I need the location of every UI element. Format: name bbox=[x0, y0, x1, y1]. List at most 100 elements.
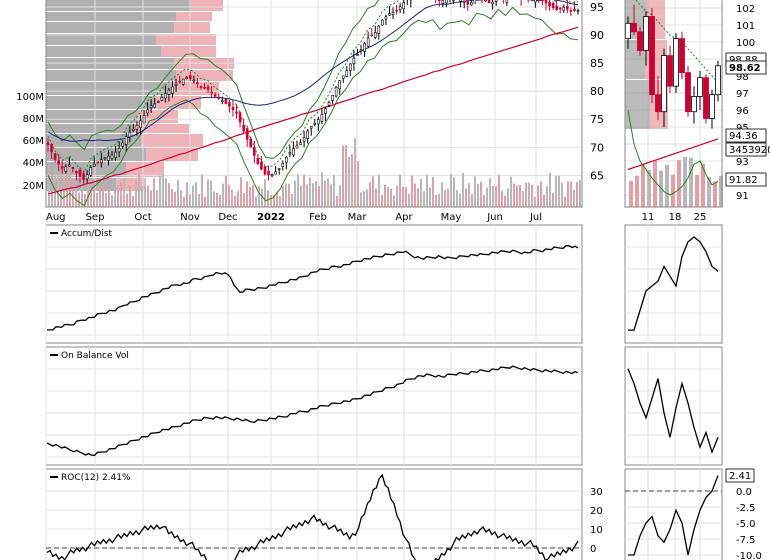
candle-body bbox=[238, 112, 242, 123]
candle-body bbox=[295, 144, 299, 149]
candle-body bbox=[57, 160, 60, 165]
volume-bar bbox=[492, 185, 494, 207]
y-tick-label: 70 bbox=[590, 141, 604, 154]
volume-bar bbox=[234, 195, 236, 207]
candle-body bbox=[64, 166, 68, 172]
candle-body bbox=[103, 157, 107, 160]
volume-bar bbox=[63, 169, 65, 207]
candle-body bbox=[437, 0, 441, 2]
bollinger-lower-line bbox=[47, 6, 579, 207]
candle-body bbox=[309, 125, 313, 129]
x-tick-label: Apr bbox=[395, 212, 413, 223]
volume-bar bbox=[546, 186, 548, 207]
volume-bar bbox=[60, 162, 62, 207]
volume-bar bbox=[567, 181, 569, 207]
volume-bar bbox=[516, 185, 518, 207]
volume-bar bbox=[641, 164, 645, 207]
zoom-y-tick-label: 100 bbox=[736, 38, 755, 49]
roc-zoom-y-tick-label: -2.5 bbox=[736, 503, 756, 514]
volume-by-price-bar bbox=[625, 80, 650, 129]
zoom-y-tick-label: 95 bbox=[736, 123, 749, 134]
volume-bar bbox=[360, 192, 362, 207]
x-tick-label: Sep bbox=[86, 212, 105, 223]
volume-bar bbox=[390, 188, 392, 207]
volume-bar bbox=[174, 191, 176, 207]
volume-bar bbox=[671, 174, 675, 207]
sma50-line bbox=[47, 0, 579, 142]
volume-bar bbox=[579, 179, 581, 207]
candle-body bbox=[551, 2, 555, 9]
volume-bar bbox=[432, 176, 434, 207]
candle-body bbox=[459, 0, 462, 2]
volume-by-price-bar bbox=[126, 162, 164, 177]
candle-body bbox=[85, 174, 89, 180]
candle-body bbox=[649, 16, 655, 96]
x-tick-label: Mar bbox=[348, 212, 368, 223]
candle-body bbox=[217, 96, 221, 99]
parabolic-sar-line bbox=[635, 0, 719, 84]
candle-body bbox=[263, 166, 267, 175]
candle-body bbox=[128, 131, 132, 138]
candle-body bbox=[402, 2, 406, 9]
volume-bar bbox=[90, 186, 92, 207]
candle-body bbox=[274, 171, 277, 175]
volume-bar bbox=[393, 195, 395, 207]
sma200-line bbox=[47, 26, 579, 195]
zoom-y-tick-label: 101 bbox=[736, 21, 755, 32]
volume-bar bbox=[288, 183, 290, 207]
volume-bar bbox=[291, 193, 293, 207]
last-price-box bbox=[725, 60, 767, 75]
candle-body bbox=[313, 123, 317, 125]
candle-body bbox=[691, 96, 697, 113]
y-tick-label: 75 bbox=[590, 113, 604, 126]
volume-bar bbox=[570, 181, 572, 207]
candle-body bbox=[171, 86, 174, 94]
candle-body bbox=[110, 154, 114, 160]
volume-bar bbox=[255, 196, 257, 207]
candle-body bbox=[352, 57, 356, 65]
volume-bar bbox=[99, 185, 101, 207]
volume-bar bbox=[327, 178, 329, 207]
candle-body bbox=[78, 170, 82, 177]
volume-bar bbox=[689, 157, 693, 207]
volume-bar bbox=[549, 172, 551, 207]
candle-body bbox=[213, 94, 217, 97]
volume-bar bbox=[405, 187, 407, 207]
candle-body bbox=[655, 94, 661, 113]
volume-bar bbox=[525, 182, 527, 207]
volume-bar bbox=[513, 183, 515, 207]
candle-body bbox=[253, 147, 256, 156]
candle-body bbox=[487, 0, 491, 4]
lower-band-value: 91.82 bbox=[729, 175, 758, 186]
volume-bar bbox=[501, 190, 503, 207]
volume-bar bbox=[372, 176, 374, 207]
volume-bar bbox=[225, 175, 227, 207]
zoom-x-tick-label: 25 bbox=[694, 212, 707, 223]
volume-bar bbox=[387, 186, 389, 207]
candle-body bbox=[363, 43, 366, 52]
volume-bar bbox=[192, 185, 194, 207]
candle-body bbox=[320, 114, 324, 122]
candle-body bbox=[249, 138, 253, 148]
zoom-y-tick-label: 93 bbox=[736, 157, 749, 168]
volume-bar bbox=[552, 192, 554, 207]
volume-bar bbox=[183, 196, 185, 207]
volume-by-price-bar bbox=[174, 22, 210, 33]
zoom-y-tick-label: 98 bbox=[736, 72, 749, 83]
volume-bar bbox=[498, 174, 500, 207]
volume-by-price-bar bbox=[141, 134, 203, 147]
volume-bar bbox=[237, 191, 239, 207]
volume-by-price-bar bbox=[46, 82, 171, 95]
candle-body bbox=[68, 164, 71, 167]
volume-by-price-bar bbox=[46, 0, 191, 11]
volume-bar bbox=[576, 182, 578, 207]
volume-bar bbox=[195, 182, 197, 207]
volume-bar bbox=[701, 163, 705, 207]
candle-body bbox=[242, 124, 245, 132]
volume-bar bbox=[339, 185, 341, 207]
volume-bar bbox=[213, 191, 215, 207]
candle-body bbox=[562, 6, 566, 11]
volume-bar bbox=[129, 185, 131, 207]
volume-bar bbox=[342, 145, 344, 207]
